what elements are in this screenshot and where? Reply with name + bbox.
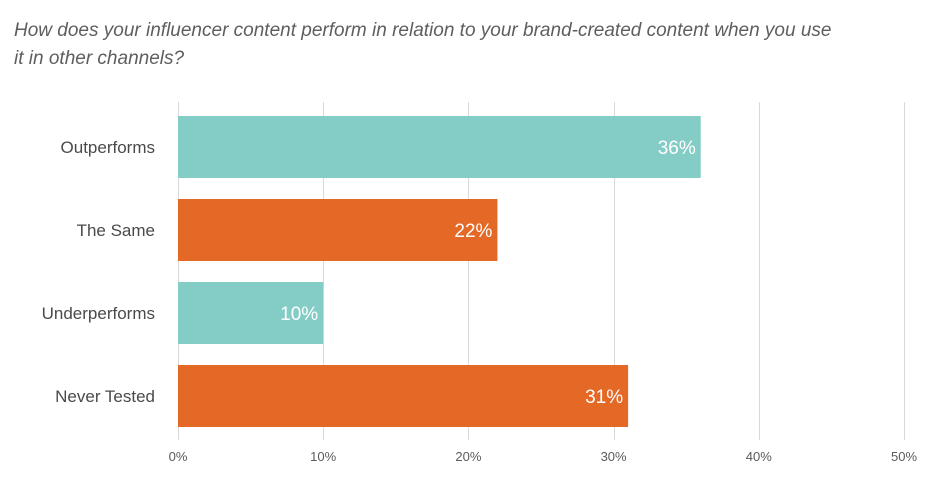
- data-label: 31%: [585, 387, 623, 408]
- x-tick-label: 50%: [891, 449, 917, 464]
- x-tick-label: 10%: [310, 449, 336, 464]
- bar: [178, 199, 498, 261]
- chart-title: How does your influencer content perform…: [14, 20, 832, 69]
- category-label: The Same: [77, 221, 155, 240]
- data-label: 22%: [454, 221, 492, 242]
- x-tick-label: 40%: [746, 449, 772, 464]
- x-tick-label: 0%: [169, 449, 188, 464]
- bar: [178, 365, 629, 427]
- data-label: 36%: [658, 138, 696, 159]
- x-tick-label: 30%: [601, 449, 627, 464]
- category-label: Underperforms: [42, 304, 155, 323]
- bar: [178, 116, 701, 178]
- data-label: 10%: [280, 304, 318, 325]
- category-label: Outperforms: [61, 138, 155, 157]
- bar: [178, 282, 324, 344]
- category-label: Never Tested: [55, 387, 155, 406]
- x-tick-label: 20%: [455, 449, 481, 464]
